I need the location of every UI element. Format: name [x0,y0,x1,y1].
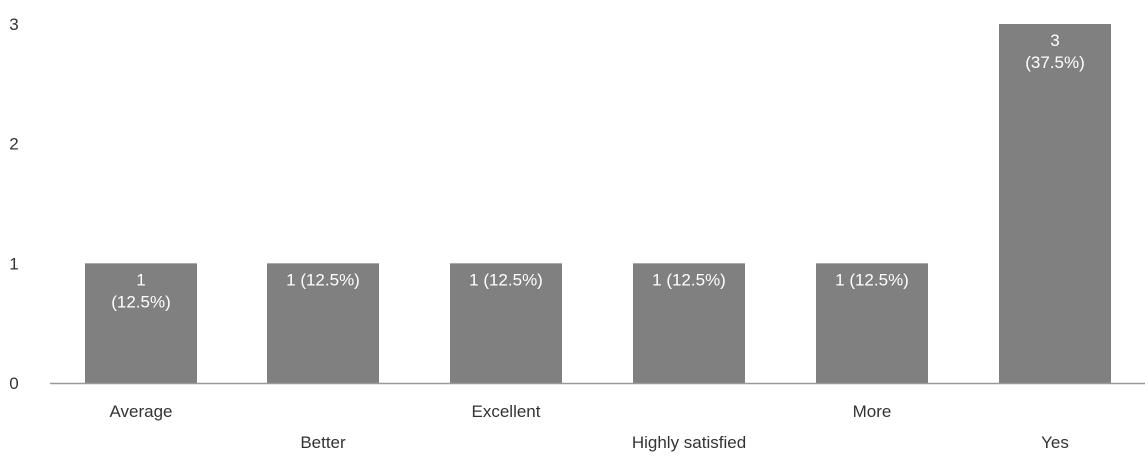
bar-data-label: 1 (12.5%) [652,270,726,289]
bar-data-label: 1 (12.5%) [835,270,909,289]
bar-data-label: 1 [136,270,145,289]
bars-group [85,24,1111,383]
y-tick-label: 3 [9,15,18,34]
y-axis-ticks: 0 1 2 3 [9,15,18,393]
x-tick-label: Average [109,402,172,421]
bar [999,24,1111,383]
bar-data-label: (12.5%) [111,292,171,311]
x-tick-label: More [853,402,892,421]
bar [450,263,562,383]
data-labels-group: 1 (12.5%) 1 (12.5%) 1 (12.5%) 1 (12.5%) 1 (12… [111,31,1085,311]
bar-data-label: (37.5%) [1025,53,1085,72]
x-tick-label: Better [300,433,346,452]
bar [267,263,379,383]
bar-data-label: 3 [1050,31,1059,50]
x-tick-label: Highly satisfied [632,433,746,452]
bar [85,263,197,383]
x-tick-label: Excellent [472,402,541,421]
x-axis-labels: Average Better Excellent Highly satisfied Mo… [109,402,1068,452]
bar-data-label: 1 (12.5%) [469,270,543,289]
y-tick-label: 0 [9,374,18,393]
y-tick-label: 2 [9,135,18,154]
bar [633,263,745,383]
bar-data-label: 1 (12.5%) [286,270,360,289]
y-tick-label: 1 [9,254,18,273]
bar [816,263,928,383]
x-tick-label: Yes [1041,433,1069,452]
